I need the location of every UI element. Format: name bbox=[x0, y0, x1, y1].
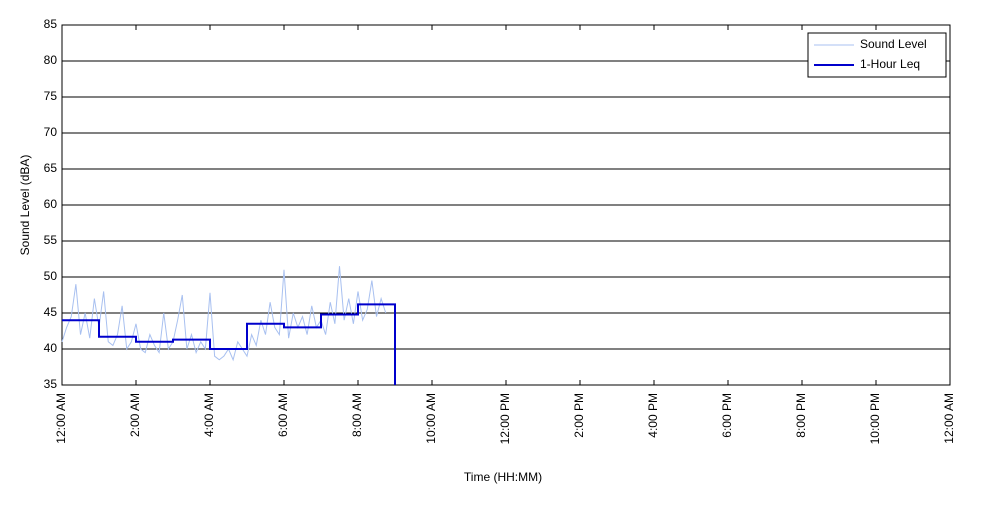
y-tick-label: 45 bbox=[44, 305, 58, 319]
y-tick-label: 50 bbox=[44, 269, 58, 283]
legend-box bbox=[807, 32, 947, 78]
x-tick-label: 12:00 PM bbox=[498, 393, 512, 444]
x-tick-label: 2:00 AM bbox=[128, 393, 142, 437]
series-line bbox=[62, 303, 396, 385]
y-axis-label: Sound Level (dBA) bbox=[18, 155, 32, 256]
x-tick-label: 12:00 AM bbox=[942, 393, 956, 444]
y-tick-label: 55 bbox=[44, 233, 58, 247]
y-tick-label: 65 bbox=[44, 161, 58, 175]
x-tick-label: 8:00 AM bbox=[350, 393, 364, 437]
y-tick-label: 75 bbox=[44, 89, 58, 103]
x-tick-label: 4:00 PM bbox=[646, 393, 660, 438]
legend-label: Sound Level bbox=[860, 37, 927, 51]
x-tick-label: 10:00 AM bbox=[424, 393, 438, 444]
x-axis-label: Time (HH:MM) bbox=[464, 470, 542, 484]
x-tick-label: 8:00 PM bbox=[794, 393, 808, 438]
series-line bbox=[61, 266, 387, 362]
y-tick-label: 85 bbox=[44, 17, 58, 31]
y-tick-label: 60 bbox=[44, 197, 58, 211]
y-tick-label: 35 bbox=[44, 377, 58, 391]
x-tick-label: 12:00 AM bbox=[54, 393, 68, 444]
y-tick-label: 40 bbox=[44, 341, 58, 355]
y-tick-label: 80 bbox=[44, 53, 58, 67]
plot-frame bbox=[61, 24, 951, 386]
y-tick-label: 70 bbox=[44, 125, 58, 139]
x-tick-label: 6:00 AM bbox=[276, 393, 290, 437]
legend-label: 1-Hour Leq bbox=[860, 57, 920, 71]
x-tick-label: 6:00 PM bbox=[720, 393, 734, 438]
x-tick-label: 4:00 AM bbox=[202, 393, 216, 437]
x-tick-label: 10:00 PM bbox=[868, 393, 882, 444]
x-tick-label: 2:00 PM bbox=[572, 393, 586, 438]
